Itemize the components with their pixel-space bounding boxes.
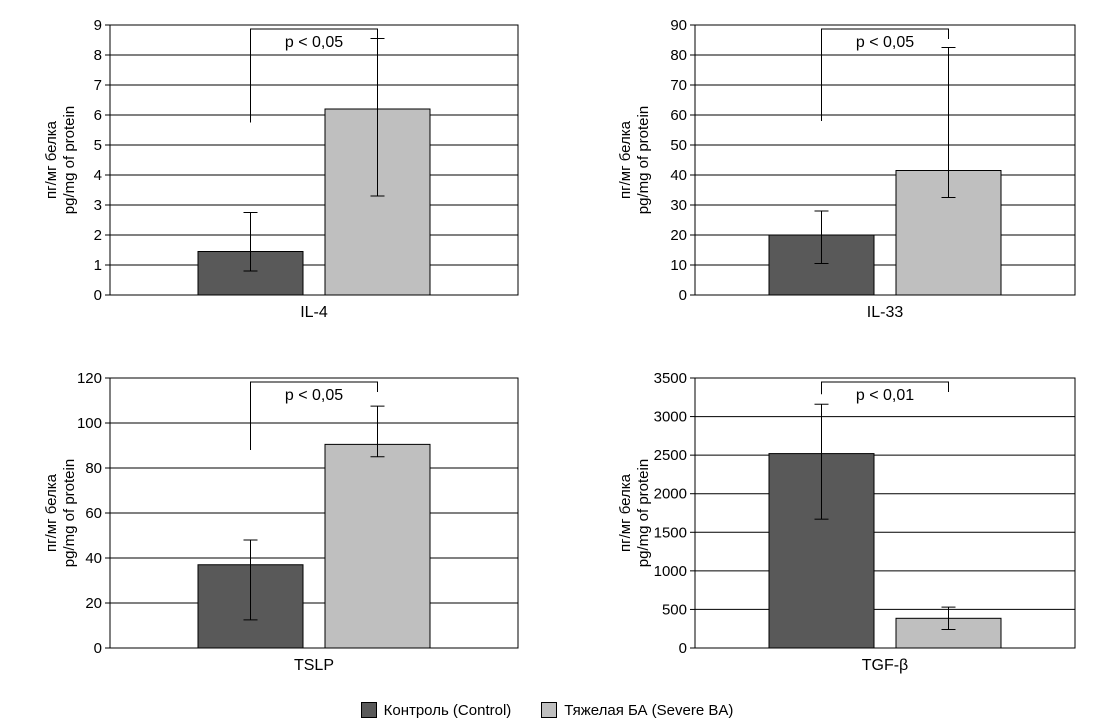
legend-item-severe: Тяжелая БА (Severe BA) [541, 702, 733, 719]
legend: Контроль (Control) Тяжелая БА (Severe BA… [0, 698, 1094, 722]
y-tick-label: 1000 [654, 563, 687, 580]
y-tick-label: 2 [94, 227, 102, 244]
legend-label-control: Контроль (Control) [383, 701, 512, 719]
y-axis-label-en: pg/mg of protein [61, 459, 78, 567]
y-tick-label: 60 [670, 107, 687, 124]
y-tick-label: 60 [85, 505, 102, 522]
legend-swatch-severe [541, 702, 558, 718]
y-tick-label: 3000 [654, 409, 687, 426]
plot-frame [109, 377, 519, 649]
y-tick-label: 30 [670, 197, 687, 214]
significance-label: p < 0,01 [856, 387, 914, 404]
chart-panel-3: 0 20 40 60 80 100 120 пг/мг белкаpg/mg of prote… [43, 370, 519, 674]
y-tick-label: 40 [85, 550, 102, 567]
plot-frame [694, 377, 1076, 649]
y-tick-label: 9 [94, 17, 102, 34]
y-tick-label: 2000 [654, 486, 687, 503]
significance-label: p < 0,05 [856, 34, 914, 51]
chart-panel-1: 0 1 2 3 4 5 6 7 8 9 пг/мг белкаpg/mg of protein p <… [43, 17, 519, 321]
y-axis-label-en: pg/mg of protein [61, 106, 78, 214]
legend-item-control: Контроль (Control) [360, 701, 512, 719]
y-tick-label: 10 [670, 257, 687, 274]
bar-severe [324, 443, 431, 649]
y-axis-label-ru: пг/мг белка [617, 120, 634, 199]
y-axis-label: пг/мг белкаpg/mg of protein [43, 459, 78, 567]
y-tick-label: 50 [670, 137, 687, 154]
y-axis-label-ru: пг/мг белка [43, 473, 60, 552]
y-axis-label-en: pg/mg of protein [635, 459, 652, 567]
y-tick-label: 1 [94, 257, 102, 274]
y-tick-label: 0 [94, 640, 102, 657]
y-tick-label: 500 [662, 601, 687, 618]
y-tick-label: 3500 [654, 370, 687, 387]
significance-label: p < 0,05 [285, 387, 343, 404]
y-tick-label: 80 [670, 47, 687, 64]
y-axis-label: пг/мг белкаpg/mg of protein [617, 459, 652, 567]
y-tick-label: 2500 [654, 447, 687, 464]
y-tick-label: 1500 [654, 524, 687, 541]
significance-bracket [821, 28, 949, 121]
x-axis-label: IL-4 [300, 304, 328, 321]
y-tick-label: 5 [94, 137, 102, 154]
plot-frame [109, 24, 519, 296]
legend-swatch-control [360, 702, 377, 718]
x-axis-label: TGF-β [862, 657, 909, 674]
y-tick-label: 0 [679, 287, 687, 304]
significance-label: p < 0,05 [285, 34, 343, 51]
y-tick-label: 90 [670, 17, 687, 34]
plot-frame [694, 24, 1076, 296]
y-tick-label: 8 [94, 47, 102, 64]
y-tick-label: 6 [94, 107, 102, 124]
y-tick-label: 70 [670, 77, 687, 94]
y-tick-label: 0 [94, 287, 102, 304]
chart-panel-2: 0 10 20 30 40 50 60 70 80 90 пг/мг белкаpg/mg of p… [617, 17, 1076, 321]
significance-bracket [250, 28, 378, 123]
y-tick-label: 7 [94, 77, 102, 94]
y-axis-label: пг/мг белкаpg/mg of protein [617, 106, 652, 214]
y-axis-label-en: pg/mg of protein [635, 106, 652, 214]
significance-bracket [250, 381, 378, 450]
y-tick-label: 0 [679, 640, 687, 657]
y-tick-label: 100 [77, 415, 102, 432]
x-axis-label: TSLP [294, 657, 334, 674]
y-tick-label: 20 [670, 227, 687, 244]
y-axis-label-ru: пг/мг белка [617, 473, 634, 552]
y-tick-label: 4 [94, 167, 102, 184]
y-tick-label: 3 [94, 197, 102, 214]
legend-label-severe: Тяжелая БА (Severe BA) [564, 701, 734, 719]
y-axis-label-ru: пг/мг белка [43, 120, 60, 199]
significance-bracket [821, 381, 949, 395]
y-axis-label: пг/мг белкаpg/mg of protein [43, 106, 78, 214]
x-axis-label: IL-33 [867, 304, 904, 321]
y-tick-label: 20 [85, 595, 102, 612]
y-tick-label: 40 [670, 167, 687, 184]
y-tick-label: 80 [85, 460, 102, 477]
y-tick-label: 120 [77, 370, 102, 387]
